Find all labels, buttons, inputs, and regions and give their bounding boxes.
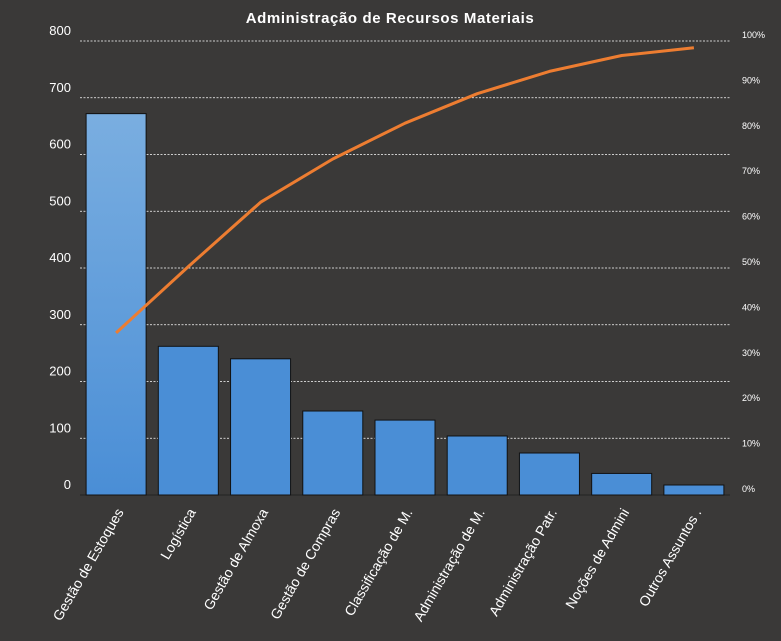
x-tick-label: Gestão de Compras [267,506,344,623]
y-tick-label: 500 [49,193,71,208]
bar [302,410,364,496]
secondary-y-tick-label: 30% [742,348,760,358]
y-tick-label: 0 [64,477,71,492]
bar [518,452,580,496]
secondary-y-tick-label: 70% [742,166,760,176]
y-tick-label: 200 [49,364,71,379]
x-tick-label: Classificação de M. [341,506,416,619]
bar [663,484,725,496]
y-tick-label: 300 [49,307,71,322]
secondary-y-tick-label: 10% [742,439,760,449]
secondary-y-tick-label: 50% [742,257,760,267]
y-axis: 0 100 200 300 400 500 600 700 800 [49,23,71,492]
secondary-y-tick-label: 90% [742,75,760,85]
cumulative-line [115,46,695,335]
secondary-y-tick-label: 40% [742,302,760,312]
secondary-y-axis: 0% 10% 20% 30% 40% 50% 60% 70% 80% 90% 100% [742,30,765,494]
secondary-y-tick-label: 80% [742,121,760,131]
cumulative-percent-line [115,46,695,335]
bar [374,419,436,496]
secondary-y-tick-label: 20% [742,393,760,403]
bar [157,345,219,496]
chart-title: Administração de Recursos Materiais [246,10,535,27]
x-tick-label: Administração de M. [410,506,488,625]
x-tick-label: Gestão de Estoques [49,506,126,624]
x-axis: Gestão de Estoques Logística Gestão de Alm… [49,505,704,624]
bars [85,113,725,496]
y-tick-label: 100 [49,420,71,435]
x-tick-label: Administração Patr. [485,506,560,619]
bar [446,435,508,496]
bar [591,472,653,496]
secondary-y-tick-label: 100% [742,30,765,40]
y-tick-label: 600 [49,137,71,152]
y-tick-label: 700 [49,80,71,95]
x-tick-label: Logística [157,505,199,562]
x-tick-label: Gestão de Almoxa [200,505,271,612]
secondary-y-tick-label: 60% [742,212,760,222]
x-tick-label: Outros Assuntos . [635,506,704,610]
bar [230,358,292,496]
y-tick-label: 400 [49,250,71,265]
y-tick-label: 800 [49,23,71,38]
bar [85,113,147,496]
secondary-y-tick-label: 0% [742,484,755,494]
x-tick-label: Noções de Admini [562,506,632,612]
